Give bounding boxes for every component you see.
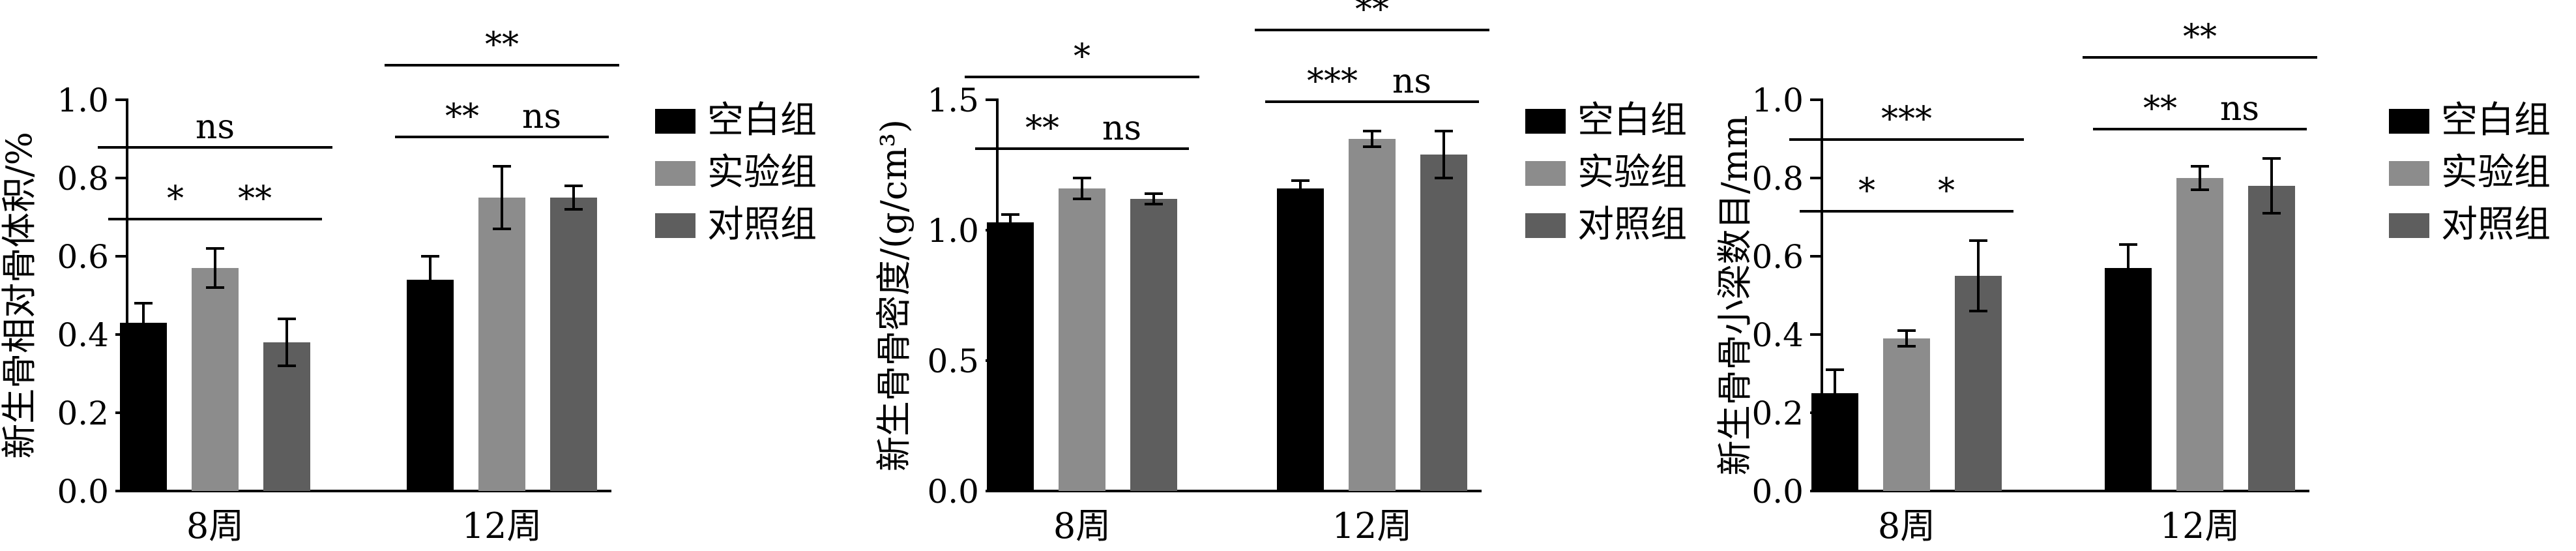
legend-label: 实验组 <box>1577 151 1687 194</box>
significance-label: ** <box>2143 89 2177 128</box>
y-axis-label: 新生骨骨密度/(g/cm³) <box>873 119 915 471</box>
y-axis-label: 新生骨相对骨体积/% <box>0 132 40 459</box>
y-tick-label: 0.0 <box>927 473 979 511</box>
bar <box>192 268 239 491</box>
legend-swatch <box>2389 161 2429 186</box>
y-tick-label: 0.0 <box>1751 473 1804 511</box>
significance-label: * <box>1074 37 1090 76</box>
legend-label: 实验组 <box>707 151 817 194</box>
x-tick-label: 12周 <box>2160 505 2240 546</box>
significance-label: ** <box>1355 0 1389 29</box>
significance-label: ** <box>485 25 519 65</box>
y-tick-label: 0.6 <box>1751 238 1804 276</box>
legend-swatch <box>2389 213 2429 238</box>
significance-label: ** <box>445 97 479 136</box>
significance-label: ns <box>522 97 561 136</box>
y-tick-label: 1.5 <box>927 82 979 119</box>
y-tick-label: 0.2 <box>1751 395 1804 432</box>
significance-label: *** <box>1881 100 1932 139</box>
bar <box>2176 178 2223 491</box>
significance-label: ns <box>1392 62 1431 101</box>
y-axis-label: 新生骨骨小梁数目/mm <box>1714 115 1755 476</box>
y-tick-label: 0.8 <box>1751 160 1804 198</box>
bar <box>120 323 167 491</box>
legend-swatch <box>1525 161 1566 186</box>
y-tick-label: 1.0 <box>927 212 979 250</box>
significance-label: ** <box>1025 109 1059 148</box>
bar <box>1277 188 1324 491</box>
bar <box>987 222 1034 491</box>
bar <box>407 280 454 491</box>
bar <box>2105 268 2152 491</box>
legend-swatch <box>2389 109 2429 134</box>
y-tick-label: 0.5 <box>927 342 979 380</box>
x-tick-label: 12周 <box>1332 505 1412 546</box>
significance-label: ns <box>1102 109 1141 148</box>
significance-label: * <box>167 179 184 218</box>
y-tick-label: 0.2 <box>57 395 109 432</box>
legend-label: 空白组 <box>1577 99 1687 141</box>
significance-label: ** <box>238 179 272 218</box>
y-tick-label: 0.0 <box>57 473 109 511</box>
y-tick-label: 0.6 <box>57 238 109 276</box>
bar <box>1130 199 1177 491</box>
legend-swatch <box>655 213 695 238</box>
legend-label: 对照组 <box>1577 203 1687 246</box>
y-tick-label: 0.4 <box>1751 316 1804 354</box>
significance-label: ns <box>196 108 235 147</box>
bar <box>1349 139 1396 491</box>
legend-label: 空白组 <box>2441 99 2551 141</box>
legend-swatch <box>1525 109 1566 134</box>
y-tick-label: 0.8 <box>57 160 109 198</box>
bar <box>1420 155 1467 491</box>
bar <box>478 198 525 491</box>
legend-label: 空白组 <box>707 99 817 141</box>
legend-swatch <box>655 161 695 186</box>
bar <box>2248 186 2295 491</box>
legend-label: 对照组 <box>2441 203 2551 246</box>
legend-swatch <box>1525 213 1566 238</box>
legend-swatch <box>655 109 695 134</box>
significance-label: * <box>1858 171 1875 211</box>
y-tick-label: 1.0 <box>57 82 109 119</box>
significance-label: * <box>1938 171 1955 211</box>
bar <box>550 198 597 491</box>
bar <box>1883 338 1930 491</box>
y-tick-label: 0.4 <box>57 316 109 354</box>
x-tick-label: 8周 <box>1053 505 1111 546</box>
x-tick-label: 8周 <box>1878 505 1935 546</box>
x-tick-label: 8周 <box>186 505 244 546</box>
legend-label: 实验组 <box>2441 151 2551 194</box>
legend-label: 对照组 <box>707 203 817 246</box>
significance-label: *** <box>1307 62 1358 101</box>
y-tick-label: 1.0 <box>1751 82 1804 119</box>
x-tick-label: 12周 <box>462 505 542 546</box>
significance-label: ns <box>2220 89 2259 128</box>
bar <box>1059 188 1105 491</box>
significance-label: ** <box>2183 18 2217 57</box>
